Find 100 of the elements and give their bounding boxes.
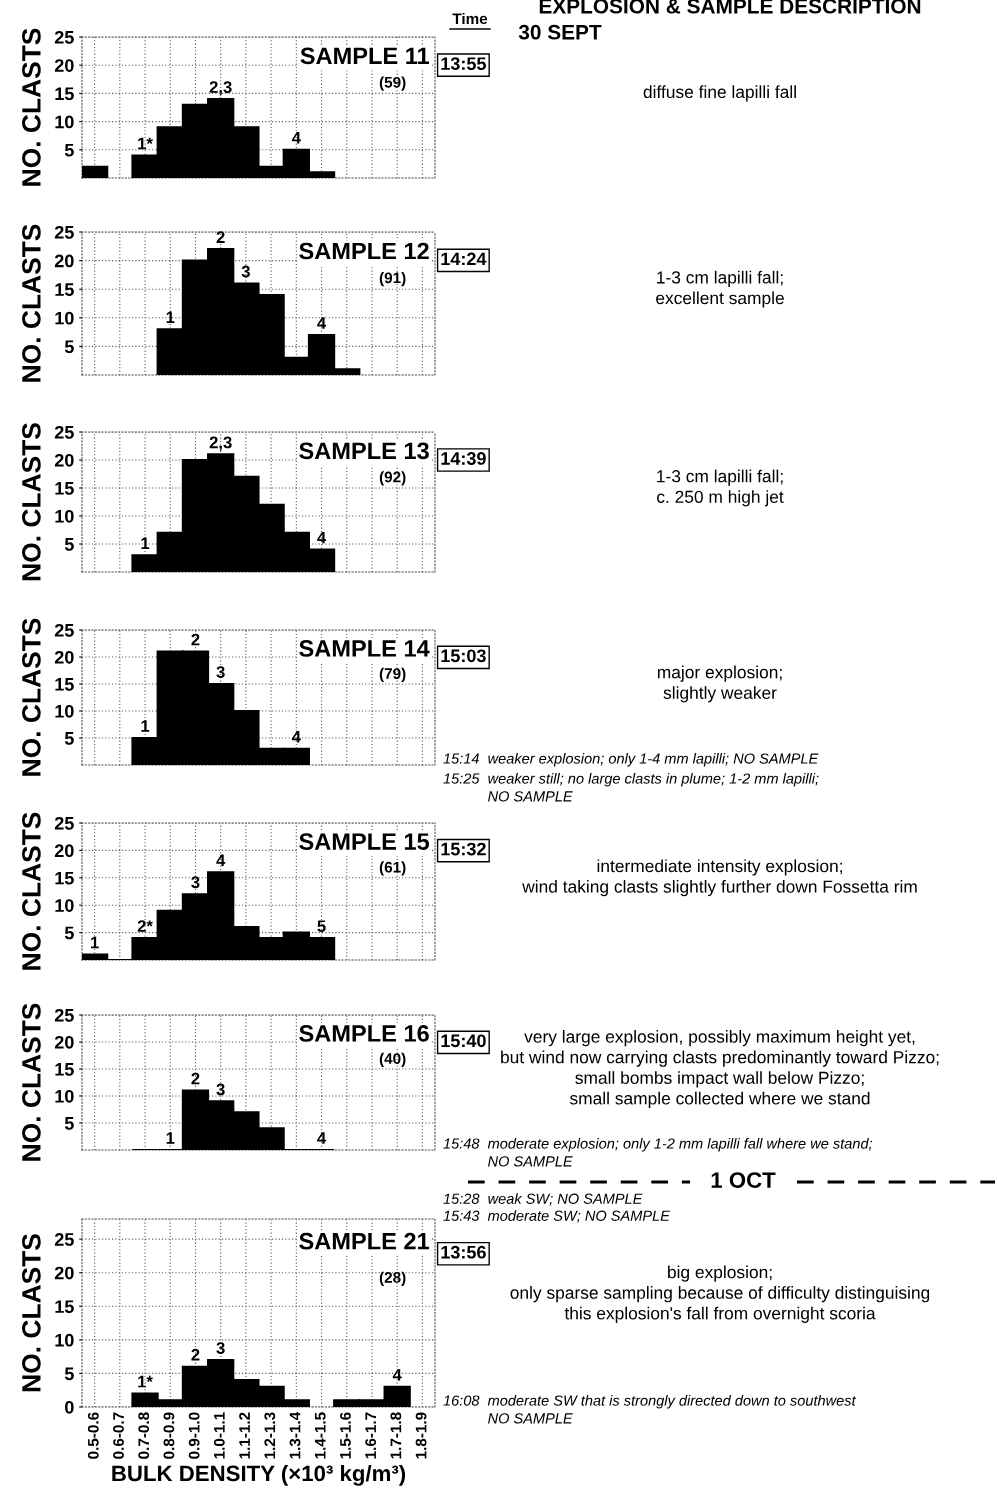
text: 15:48 moderate explosion; only 1-2 mm lapilli fall where we stand; NO SAMPLE xyxy=(443,1138,873,1167)
text: big explosion; only sparse sampling because of difficulty distinguising this explosion's fall from overnight scoria xyxy=(510,1265,930,1323)
text: 15:40 xyxy=(441,1034,486,1048)
text: (59) xyxy=(379,76,406,91)
y-axis-title: NO. CLASTS xyxy=(22,28,41,186)
text: 15:25 weaker still; no large clasts in plume; 1-2 mm lapilli; NO SAMPLE xyxy=(443,773,819,802)
y-axis-title: NO. CLASTS xyxy=(22,1003,41,1161)
x-tick-label: 0.9-1.0 xyxy=(188,1412,200,1459)
text: Time xyxy=(452,12,488,25)
annotation: 4 xyxy=(216,854,226,867)
annotation: 4 xyxy=(317,317,327,329)
y-tick-label: 25 xyxy=(54,623,74,637)
x-tick-label: 0.6-0.7 xyxy=(113,1412,124,1459)
annotation: 1 xyxy=(91,936,99,949)
y-tick-label: 10 xyxy=(55,704,74,718)
y-tick-label: 15 xyxy=(55,1063,74,1076)
x-tick-label: 1.3-1.4 xyxy=(289,1411,301,1459)
y-tick-label: 10 xyxy=(55,1089,74,1103)
text: (92) xyxy=(379,471,406,486)
text: 1-3 cm lapilli fall; c. 250 m high jet xyxy=(657,469,784,507)
text: 14:24 xyxy=(441,252,487,266)
y-tick-label: 25 xyxy=(54,1008,74,1022)
annotation: 4 xyxy=(291,731,301,743)
x-tick-label: 1.6-1.7 xyxy=(365,1412,377,1459)
y-tick-label: 5 xyxy=(64,143,74,157)
annotation: 1* xyxy=(138,137,153,150)
annotation: 1* xyxy=(138,1375,153,1388)
chart-title: SAMPLE 13 xyxy=(299,442,429,460)
text: 13:56 xyxy=(441,1245,486,1259)
text: (91) xyxy=(379,272,406,287)
y-tick-label: 10 xyxy=(55,311,74,325)
y-tick-label: 10 xyxy=(55,509,74,523)
x-tick-label: 1.0-1.1 xyxy=(213,1412,225,1459)
y-axis-title: NO. CLASTS xyxy=(22,423,41,581)
y-tick-label: 5 xyxy=(64,1117,74,1130)
y-tick-label: 25 xyxy=(54,225,74,239)
y-tick-label: 10 xyxy=(55,1333,74,1347)
y-tick-label: 5 xyxy=(64,1367,74,1381)
annotation: 4 xyxy=(291,132,301,144)
y-tick-label: 25 xyxy=(54,1233,74,1246)
x-tick-label: 1.1-1.2 xyxy=(239,1412,250,1459)
y-tick-label: 10 xyxy=(55,115,74,129)
x-tick-label: 0.7-0.8 xyxy=(138,1412,150,1459)
annotation: 4 xyxy=(317,531,327,544)
annotation: 3 xyxy=(241,265,250,278)
x-axis-title: BULK DENSITY (×10³ kg/m³) xyxy=(112,1464,406,1486)
x-tick-label: 1.8-1.9 xyxy=(415,1412,427,1459)
annotation: 1 xyxy=(166,1132,175,1144)
x-tick-label: 1.2-1.3 xyxy=(264,1412,276,1459)
y-axis-title: NO. CLASTS xyxy=(22,812,41,970)
y-tick-label: 5 xyxy=(64,340,74,354)
chart-title: SAMPLE 11 xyxy=(300,47,430,65)
text: very large explosion, possibly maximum height yet, but wind now carrying clasts predominantly toward Pizzo; small bombs impact wall below Pizzo; small sample collected where we stand xyxy=(501,1030,939,1108)
x-tick-label: 1.7-1.8 xyxy=(390,1412,402,1459)
annotation: 1 xyxy=(141,537,150,549)
y-tick-label: 20 xyxy=(54,650,74,664)
chart-title: SAMPLE 12 xyxy=(299,242,429,260)
y-axis-title: NO. CLASTS xyxy=(22,224,41,382)
y-tick-label: 15 xyxy=(55,87,74,101)
text: diffuse fine lapilli fall xyxy=(643,85,796,102)
annotation: 3 xyxy=(191,876,200,889)
text: 15:32 xyxy=(441,842,486,856)
y-tick-label: 5 xyxy=(64,732,74,745)
text: major explosion; slightly weaker xyxy=(657,665,782,703)
annotation: 1 xyxy=(141,720,150,732)
annotation: 5 xyxy=(317,920,326,933)
annotation: 2 xyxy=(191,633,200,646)
y-tick-label: 10 xyxy=(55,899,74,912)
y-axis-title: NO. CLASTS xyxy=(22,618,41,776)
text: (61) xyxy=(379,861,406,876)
y-tick-label: 20 xyxy=(54,453,74,467)
x-tick-label: 1.4-1.5 xyxy=(314,1412,326,1459)
chart-title: SAMPLE 21 xyxy=(299,1232,430,1250)
y-tick-label: 20 xyxy=(54,1035,74,1049)
text: 13:55 xyxy=(441,57,486,71)
text: 15:28 weak SW; NO SAMPLE xyxy=(443,1193,643,1206)
annotation: 2 xyxy=(191,1348,200,1361)
y-tick-label: 15 xyxy=(55,283,74,296)
text: 16:08 moderate SW that is strongly directed down to southwest NO SAMPLE xyxy=(443,1395,857,1424)
y-tick-label: 15 xyxy=(55,1300,74,1314)
text: 1-3 cm lapilli fall; excellent sample xyxy=(656,270,784,308)
text: 15:03 xyxy=(441,649,486,663)
text: 15:14 weaker explosion; only 1-4 mm lapilli; NO SAMPLE xyxy=(443,753,819,767)
y-tick-label: 15 xyxy=(55,871,74,885)
annotation: 3 xyxy=(216,1342,225,1354)
text: (79) xyxy=(379,667,406,683)
y-tick-label: 5 xyxy=(64,926,74,940)
y-tick-label: 20 xyxy=(54,59,74,72)
annotation: 2,3 xyxy=(209,81,232,96)
text: (28) xyxy=(379,1271,406,1286)
y-tick-label: 20 xyxy=(54,254,74,268)
y-tick-label: 25 xyxy=(54,816,74,830)
text: 1 OCT xyxy=(711,1172,776,1188)
y-tick-label: 20 xyxy=(54,1266,74,1280)
annotation: 4 xyxy=(392,1369,402,1381)
x-tick-label: 0.5-0.6 xyxy=(87,1412,99,1459)
text: 30 SEPT xyxy=(518,24,602,40)
annotation: 2 xyxy=(191,1072,200,1085)
chart-title: SAMPLE 16 xyxy=(299,1025,429,1042)
x-tick-label: 1.5-1.6 xyxy=(340,1412,351,1459)
